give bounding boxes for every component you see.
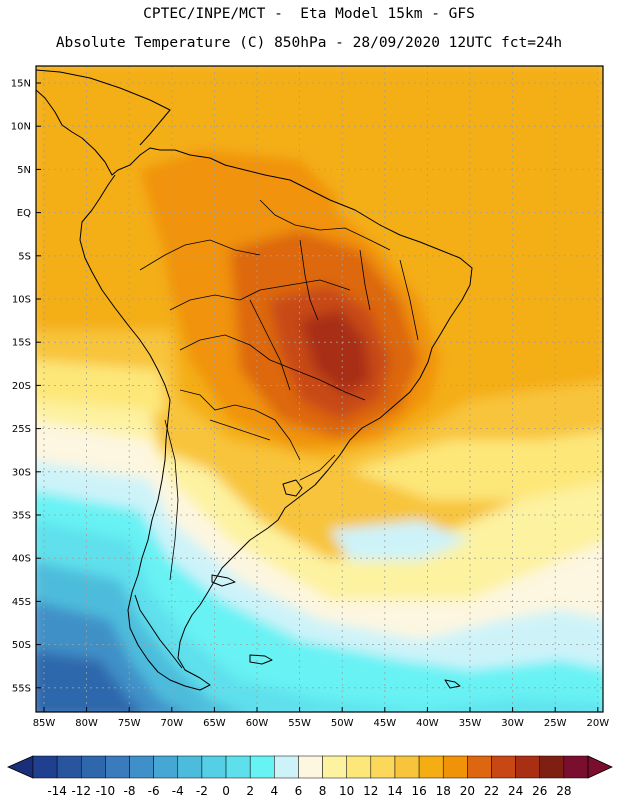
colorbar-swatch xyxy=(563,755,589,779)
country-borders xyxy=(139,199,419,581)
latitude-label: 10N xyxy=(11,122,31,133)
longitude-label: 60W xyxy=(246,718,269,729)
colorbar-label: 28 xyxy=(556,784,571,798)
longitude-label: 30W xyxy=(501,718,524,729)
colorbar-swatch xyxy=(153,755,179,779)
colorbar-swatch xyxy=(249,755,275,779)
latitude-label: 20S xyxy=(12,381,31,392)
colorbar-swatch xyxy=(56,755,82,779)
colorbar-swatch xyxy=(298,755,323,779)
longitude-label: 55W xyxy=(288,718,311,729)
colorbar-label: 26 xyxy=(532,784,547,798)
colorbar-label: -10 xyxy=(96,784,116,798)
colorbar-swatch xyxy=(105,755,130,779)
latitude-axis: 15N 10N 5N EQ 5S 10S 15S 20S 25S 30S 35S 40S 45S 50S 5… xyxy=(11,79,41,694)
colorbar-swatch xyxy=(225,755,251,779)
colorbar-swatch xyxy=(346,755,372,779)
colorbar-swatch xyxy=(491,755,516,779)
colorbar-over-arrow xyxy=(587,755,613,779)
latitude-label: 5S xyxy=(18,251,31,262)
latitude-label: 15S xyxy=(12,338,31,349)
colorbar-label: 24 xyxy=(508,784,523,798)
latitude-label: 40S xyxy=(12,554,31,565)
longitude-label: 85W xyxy=(33,718,56,729)
colorbar-label: 2 xyxy=(246,784,254,798)
longitude-label: 65W xyxy=(203,718,226,729)
longitude-label: 75W xyxy=(118,718,141,729)
colorbar-label: 14 xyxy=(387,784,402,798)
latitude-label: 5N xyxy=(17,165,31,176)
colorbar-label: -14 xyxy=(47,784,67,798)
title-line-2: Absolute Temperature (C) 850hPa - 28/09/… xyxy=(55,35,563,51)
colorbar-swatch xyxy=(201,755,227,779)
colorbar-swatch xyxy=(418,755,444,779)
colorbar-label: -6 xyxy=(148,784,160,798)
longitude-label: 20W xyxy=(586,718,609,729)
temperature-field xyxy=(36,66,603,712)
colorbar-swatch xyxy=(370,755,396,779)
latitude-label: 30S xyxy=(12,467,31,478)
longitude-label: 50W xyxy=(331,718,354,729)
colorbar-label: 10 xyxy=(339,784,354,798)
colorbar-label: -2 xyxy=(196,784,208,798)
graticule xyxy=(36,66,603,712)
colorbar-swatch xyxy=(129,755,154,779)
colorbar-label: 22 xyxy=(484,784,499,798)
colorbar-swatch xyxy=(539,755,565,779)
colorbar-label: 20 xyxy=(460,784,475,798)
colorbar-label: 18 xyxy=(436,784,451,798)
colorbar-label: 12 xyxy=(363,784,378,798)
colorbar-swatch xyxy=(394,755,420,779)
colorbar-swatch xyxy=(467,755,492,779)
colorbar-swatch xyxy=(322,755,347,779)
title-line-1: CPTEC/INPE/MCT - Eta Model 15km - GFS xyxy=(143,6,475,22)
latitude-label: 50S xyxy=(12,640,31,651)
colorbar-label: -12 xyxy=(71,784,91,798)
colorbar-swatch xyxy=(274,755,299,779)
colorbar-swatch xyxy=(515,755,540,779)
longitude-axis: 85W 80W 75W 70W 65W 60W 55W 50W 45W 40W 35W 30W 25W 2… xyxy=(33,707,609,729)
colorbar-swatch xyxy=(81,755,106,779)
colorbar: -14 -12 -10 -8 -6 -4 -2 0 2 4 6 8 10 12 14 16 18 20 22 24 26… xyxy=(7,755,613,798)
coastline xyxy=(36,69,473,691)
longitude-label: 35W xyxy=(459,718,482,729)
colorbar-label: 0 xyxy=(222,784,230,798)
colorbar-label: 6 xyxy=(295,784,303,798)
longitude-label: 40W xyxy=(416,718,439,729)
latitude-label: 10S xyxy=(12,295,31,306)
colorbar-label: 16 xyxy=(411,784,426,798)
colorbar-label: 8 xyxy=(319,784,327,798)
latitude-label: 35S xyxy=(12,511,31,522)
colorbar-under-arrow xyxy=(7,755,34,779)
colorbar-label: -4 xyxy=(172,784,184,798)
colorbar-swatch xyxy=(177,755,203,779)
colorbar-swatch xyxy=(442,755,468,779)
longitude-label: 70W xyxy=(160,718,183,729)
colorbar-swatch xyxy=(32,755,58,779)
latitude-label: 45S xyxy=(12,597,31,608)
longitude-label: 80W xyxy=(75,718,98,729)
longitude-label: 25W xyxy=(544,718,567,729)
colorbar-label: 4 xyxy=(270,784,278,798)
map-frame xyxy=(35,65,604,713)
latitude-label: 55S xyxy=(12,683,31,694)
longitude-label: 45W xyxy=(373,718,396,729)
colorbar-label: -8 xyxy=(124,784,136,798)
latitude-label: 15N xyxy=(11,79,31,90)
latitude-label: 25S xyxy=(12,424,31,435)
latitude-label: EQ xyxy=(17,208,31,219)
